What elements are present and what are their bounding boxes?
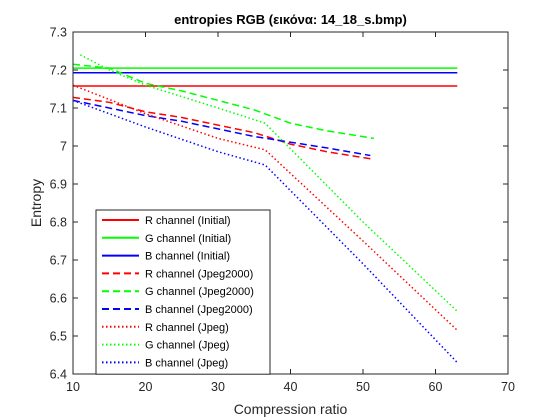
y-tick-label: 7.1 — [50, 102, 67, 116]
legend-label-4: R channel (Jpeg2000) — [145, 268, 253, 280]
x-tick-label: 10 — [66, 380, 80, 394]
legend-label-5: G channel (Jpeg2000) — [145, 286, 254, 298]
x-tick-label: 40 — [284, 380, 298, 394]
x-tick-label: 70 — [501, 380, 515, 394]
y-axis-label: Entropy — [28, 179, 44, 227]
y-tick-label: 6.6 — [50, 292, 67, 306]
y-tick-label: 6.4 — [50, 368, 67, 382]
series-layer — [72, 54, 458, 364]
series-line-6 — [72, 99, 371, 157]
y-tick-label: 6.8 — [50, 216, 67, 230]
x-tick-label: 50 — [356, 380, 370, 394]
y-tick-label: 6.7 — [50, 254, 67, 268]
legend-label-8: G channel (Jpeg) — [145, 340, 229, 352]
y-tick-label: 7.2 — [50, 64, 67, 78]
series-line-5 — [72, 63, 375, 140]
legend-label-6: B channel (Jpeg2000) — [145, 304, 253, 316]
y-tick-label: 7.3 — [50, 26, 67, 40]
y-tick-label: 6.5 — [50, 330, 67, 344]
x-axis-label: Compression ratio — [234, 401, 348, 417]
series-line-9 — [72, 99, 458, 364]
y-tick-label: 6.9 — [50, 178, 67, 192]
x-tick-label: 60 — [429, 380, 443, 394]
legend-label-9: B channel (Jpeg) — [145, 357, 228, 369]
x-tick-label: 20 — [139, 380, 153, 394]
series-line-7 — [72, 84, 458, 331]
chart-title: entropies RGB (εικόνα: 14_18_s.bmp) — [174, 12, 407, 27]
legend-label-1: R channel (Initial) — [145, 215, 231, 227]
legend: R channel (Initial) G channel (Initial) B … — [95, 209, 271, 375]
legend-label-7: R channel (Jpeg) — [145, 322, 229, 334]
x-tick-label: 30 — [211, 380, 225, 394]
series-line-8 — [79, 54, 458, 312]
legend-label-2: G channel (Initial) — [145, 233, 231, 245]
legend-label-3: B channel (Initial) — [145, 251, 230, 263]
series-line-4 — [72, 96, 375, 161]
y-tick-label: 7 — [60, 140, 67, 154]
